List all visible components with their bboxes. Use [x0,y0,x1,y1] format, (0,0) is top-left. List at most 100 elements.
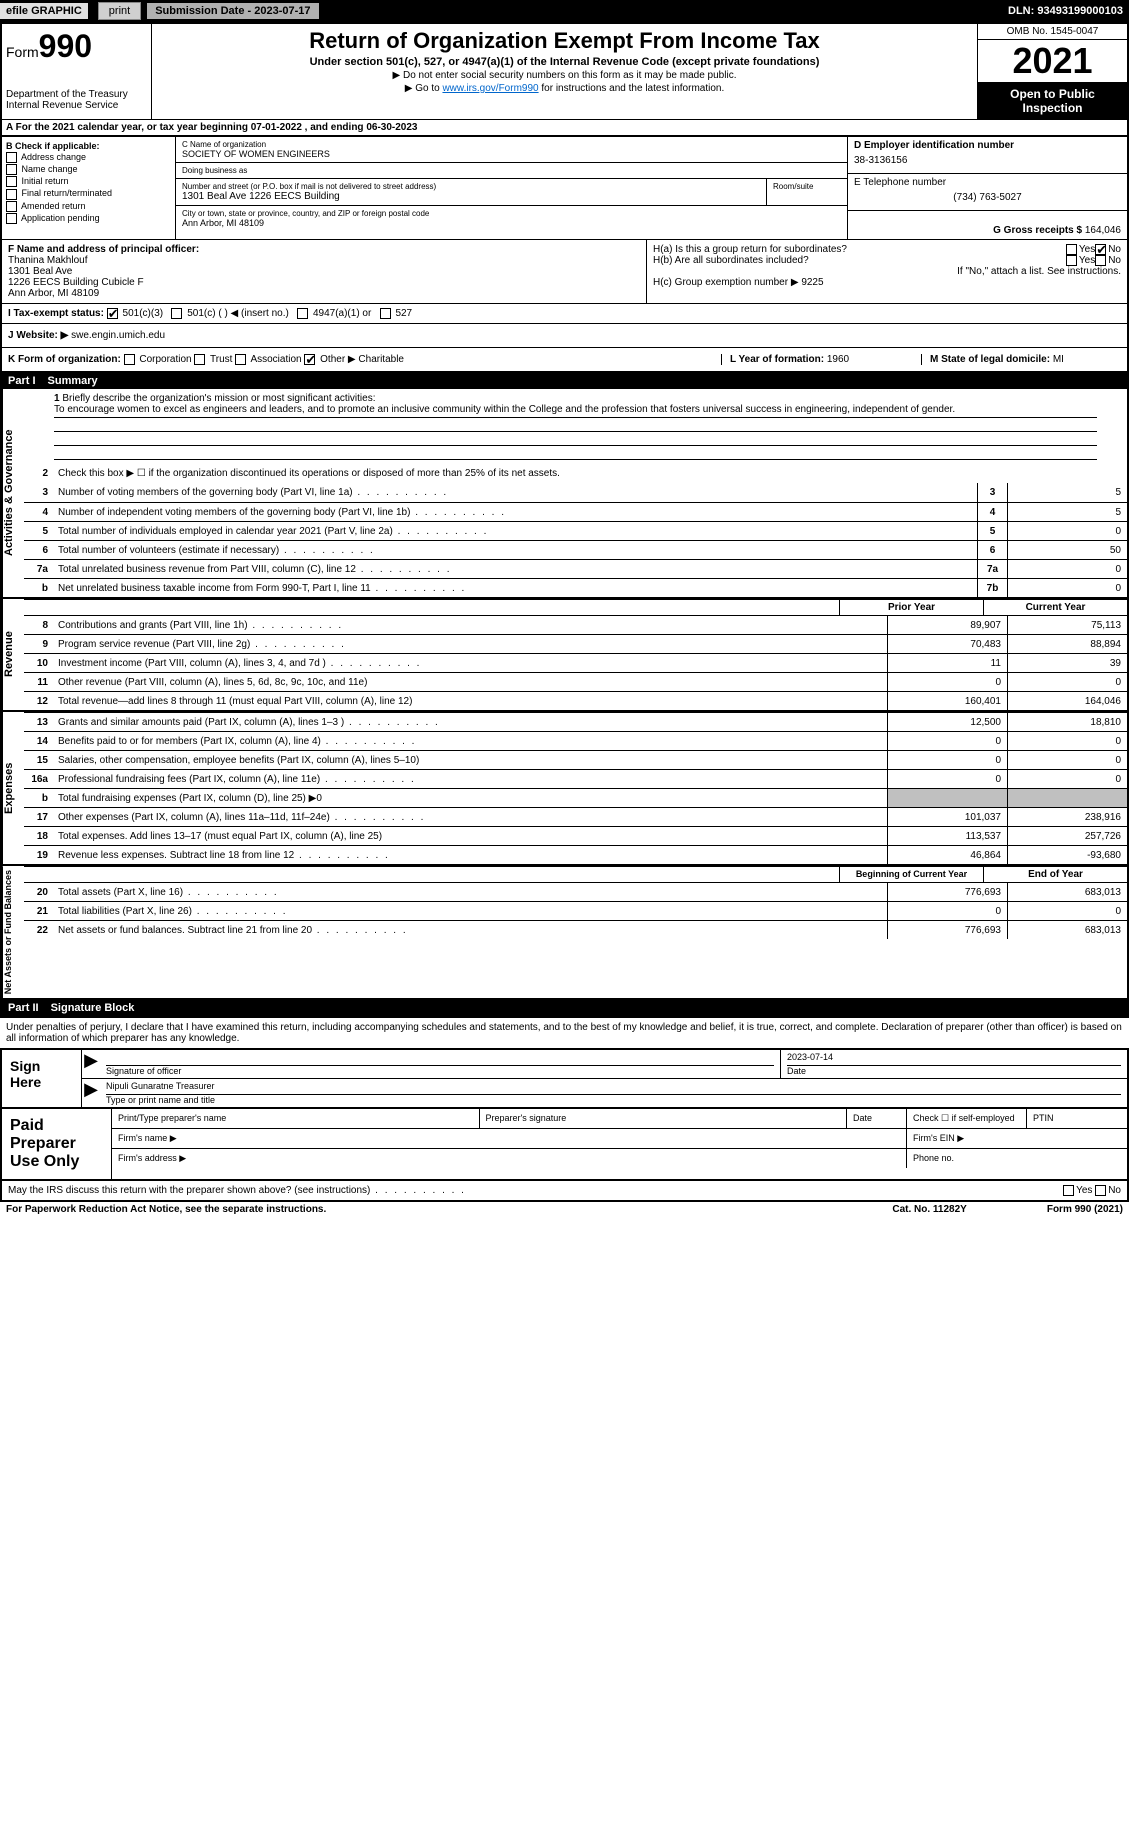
line-17: Other expenses (Part IX, column (A), lin… [54,810,887,825]
year-formation: 1960 [827,354,849,365]
hb-label: H(b) Are all subordinates included? [653,255,1066,266]
row-j: J Website: ▶ swe.engin.umich.edu [0,323,1129,347]
line-19: Revenue less expenses. Subtract line 18 … [54,848,887,863]
section-c: C Name of organization SOCIETY OF WOMEN … [176,137,847,239]
line-7b: Net unrelated business taxable income fr… [54,581,977,596]
line-6: Total number of volunteers (estimate if … [54,543,977,558]
expenses-side: Expenses [2,712,24,864]
sig-officer-label: Signature of officer [106,1066,181,1076]
line-16a: Professional fundraising fees (Part IX, … [54,772,887,787]
room-label: Room/suite [773,182,841,191]
city-label: City or town, state or province, country… [182,209,841,218]
cb-pending[interactable]: Application pending [6,213,171,224]
line-12: Total revenue—add lines 8 through 11 (mu… [54,694,887,709]
discuss-no[interactable] [1095,1185,1106,1196]
cb-501c3[interactable] [107,308,118,319]
org-name: SOCIETY OF WOMEN ENGINEERS [182,149,841,159]
open-inspection: Open to Public Inspection [978,83,1127,119]
discuss-row: May the IRS discuss this return with the… [0,1181,1129,1202]
irs-link[interactable]: www.irs.gov/Form990 [442,83,538,94]
dln-label: DLN: 93493199000103 [1008,5,1123,17]
current-year-header: Current Year [983,600,1127,615]
line-20: Total assets (Part X, line 16) [54,885,887,900]
dba-label: Doing business as [182,166,841,175]
block-bcd: B Check if applicable: Address change Na… [0,137,1129,239]
footer-left: For Paperwork Reduction Act Notice, see … [6,1204,892,1215]
phone-value: (734) 763-5027 [854,188,1121,207]
hc-value: 9225 [801,277,823,288]
cb-final-return[interactable]: Final return/terminated [6,188,171,199]
cb-amended[interactable]: Amended return [6,201,171,212]
expenses-section: Expenses 13Grants and similar amounts pa… [0,712,1129,866]
cb-trust[interactable] [194,354,205,365]
line-22: Net assets or fund balances. Subtract li… [54,923,887,938]
ha-label: H(a) Is this a group return for subordin… [653,244,1066,255]
print-button[interactable]: print [98,2,141,20]
gross-value: 164,046 [1085,225,1121,236]
preparer-date-label: Date [847,1109,907,1128]
line-5: Total number of individuals employed in … [54,524,977,539]
officer-name: Thanina Makhlouf [8,255,640,266]
mission-text: To encourage women to excel as engineers… [54,404,1097,418]
cb-address-change[interactable]: Address change [6,152,171,163]
cb-4947[interactable] [297,308,308,319]
governance-side: Activities & Governance [2,389,24,597]
form-number: 990 [39,28,92,64]
netassets-section: Net Assets or Fund Balances Beginning of… [0,866,1129,1000]
sig-name: Nipuli Gunaratne Treasurer [106,1081,1121,1095]
cb-corp[interactable] [124,354,135,365]
form-subtitle1: Under section 501(c), 527, or 4947(a)(1)… [156,56,973,68]
ein-label: D Employer identification number [854,140,1014,151]
mission-label: Briefly describe the organization's miss… [62,393,375,404]
paid-preparer-block: Paid Preparer Use Only Print/Type prepar… [0,1109,1129,1181]
line-2: Check this box ▶ ☐ if the organization d… [54,466,1127,481]
cb-501c[interactable] [171,308,182,319]
street-label: Number and street (or P.O. box if mail i… [182,182,760,191]
cb-initial-return[interactable]: Initial return [6,176,171,187]
self-employed-label: Check ☐ if self-employed [907,1109,1027,1128]
part1-label: Part I [8,375,36,387]
hb-no[interactable] [1095,255,1106,266]
part1-header: Part I Summary [0,373,1129,389]
line-7b-val: 0 [1007,579,1127,597]
section-f: F Name and address of principal officer:… [2,240,647,303]
gross-label: G Gross receipts $ [993,225,1082,236]
prior-year-header: Prior Year [839,600,983,615]
part1-title: Summary [48,375,98,387]
paid-title: Paid Preparer Use Only [2,1109,112,1179]
arrow-icon: ▶ [82,1050,100,1078]
cb-527[interactable] [380,308,391,319]
line-18: Total expenses. Add lines 13–17 (must eq… [54,829,887,844]
line-7a: Total unrelated business revenue from Pa… [54,562,977,577]
netassets-side: Net Assets or Fund Balances [2,866,24,998]
city-value: Ann Arbor, MI 48109 [182,218,841,228]
submission-date: Submission Date - 2023-07-17 [147,3,318,19]
domicile: MI [1053,354,1064,365]
cb-other[interactable] [304,354,315,365]
footer-mid: Cat. No. 11282Y [892,1204,966,1215]
ha-no[interactable] [1095,244,1106,255]
line-14: Benefits paid to or for members (Part IX… [54,734,887,749]
footer-right: Form 990 (2021) [1047,1204,1123,1215]
revenue-side: Revenue [2,599,24,710]
org-name-label: C Name of organization [182,140,841,149]
ptin-label: PTIN [1027,1109,1127,1128]
firm-phone-label: Phone no. [907,1149,1127,1168]
hb-yes[interactable] [1066,255,1077,266]
row-k: K Form of organization: Corporation Trus… [0,347,1129,373]
sig-date-label: Date [787,1066,806,1076]
form-header: Form990 Department of the Treasury Inter… [0,22,1129,119]
form-subtitle3: ▶ Go to www.irs.gov/Form990 for instruct… [156,83,973,94]
ha-yes[interactable] [1066,244,1077,255]
officer-label: F Name and address of principal officer: [8,244,199,255]
sign-here-label: Sign Here [2,1050,82,1107]
cb-name-change[interactable]: Name change [6,164,171,175]
preparer-name-label: Print/Type preparer's name [112,1109,480,1128]
line-8: Contributions and grants (Part VIII, lin… [54,618,887,633]
line-11: Other revenue (Part VIII, column (A), li… [54,675,887,690]
discuss-yes[interactable] [1063,1185,1074,1196]
sign-here-block: Sign Here ▶ Signature of officer 2023-07… [0,1048,1129,1109]
officer-addr1: 1301 Beal Ave [8,266,640,277]
website-label: J Website: ▶ [8,330,68,341]
cb-assoc[interactable] [235,354,246,365]
